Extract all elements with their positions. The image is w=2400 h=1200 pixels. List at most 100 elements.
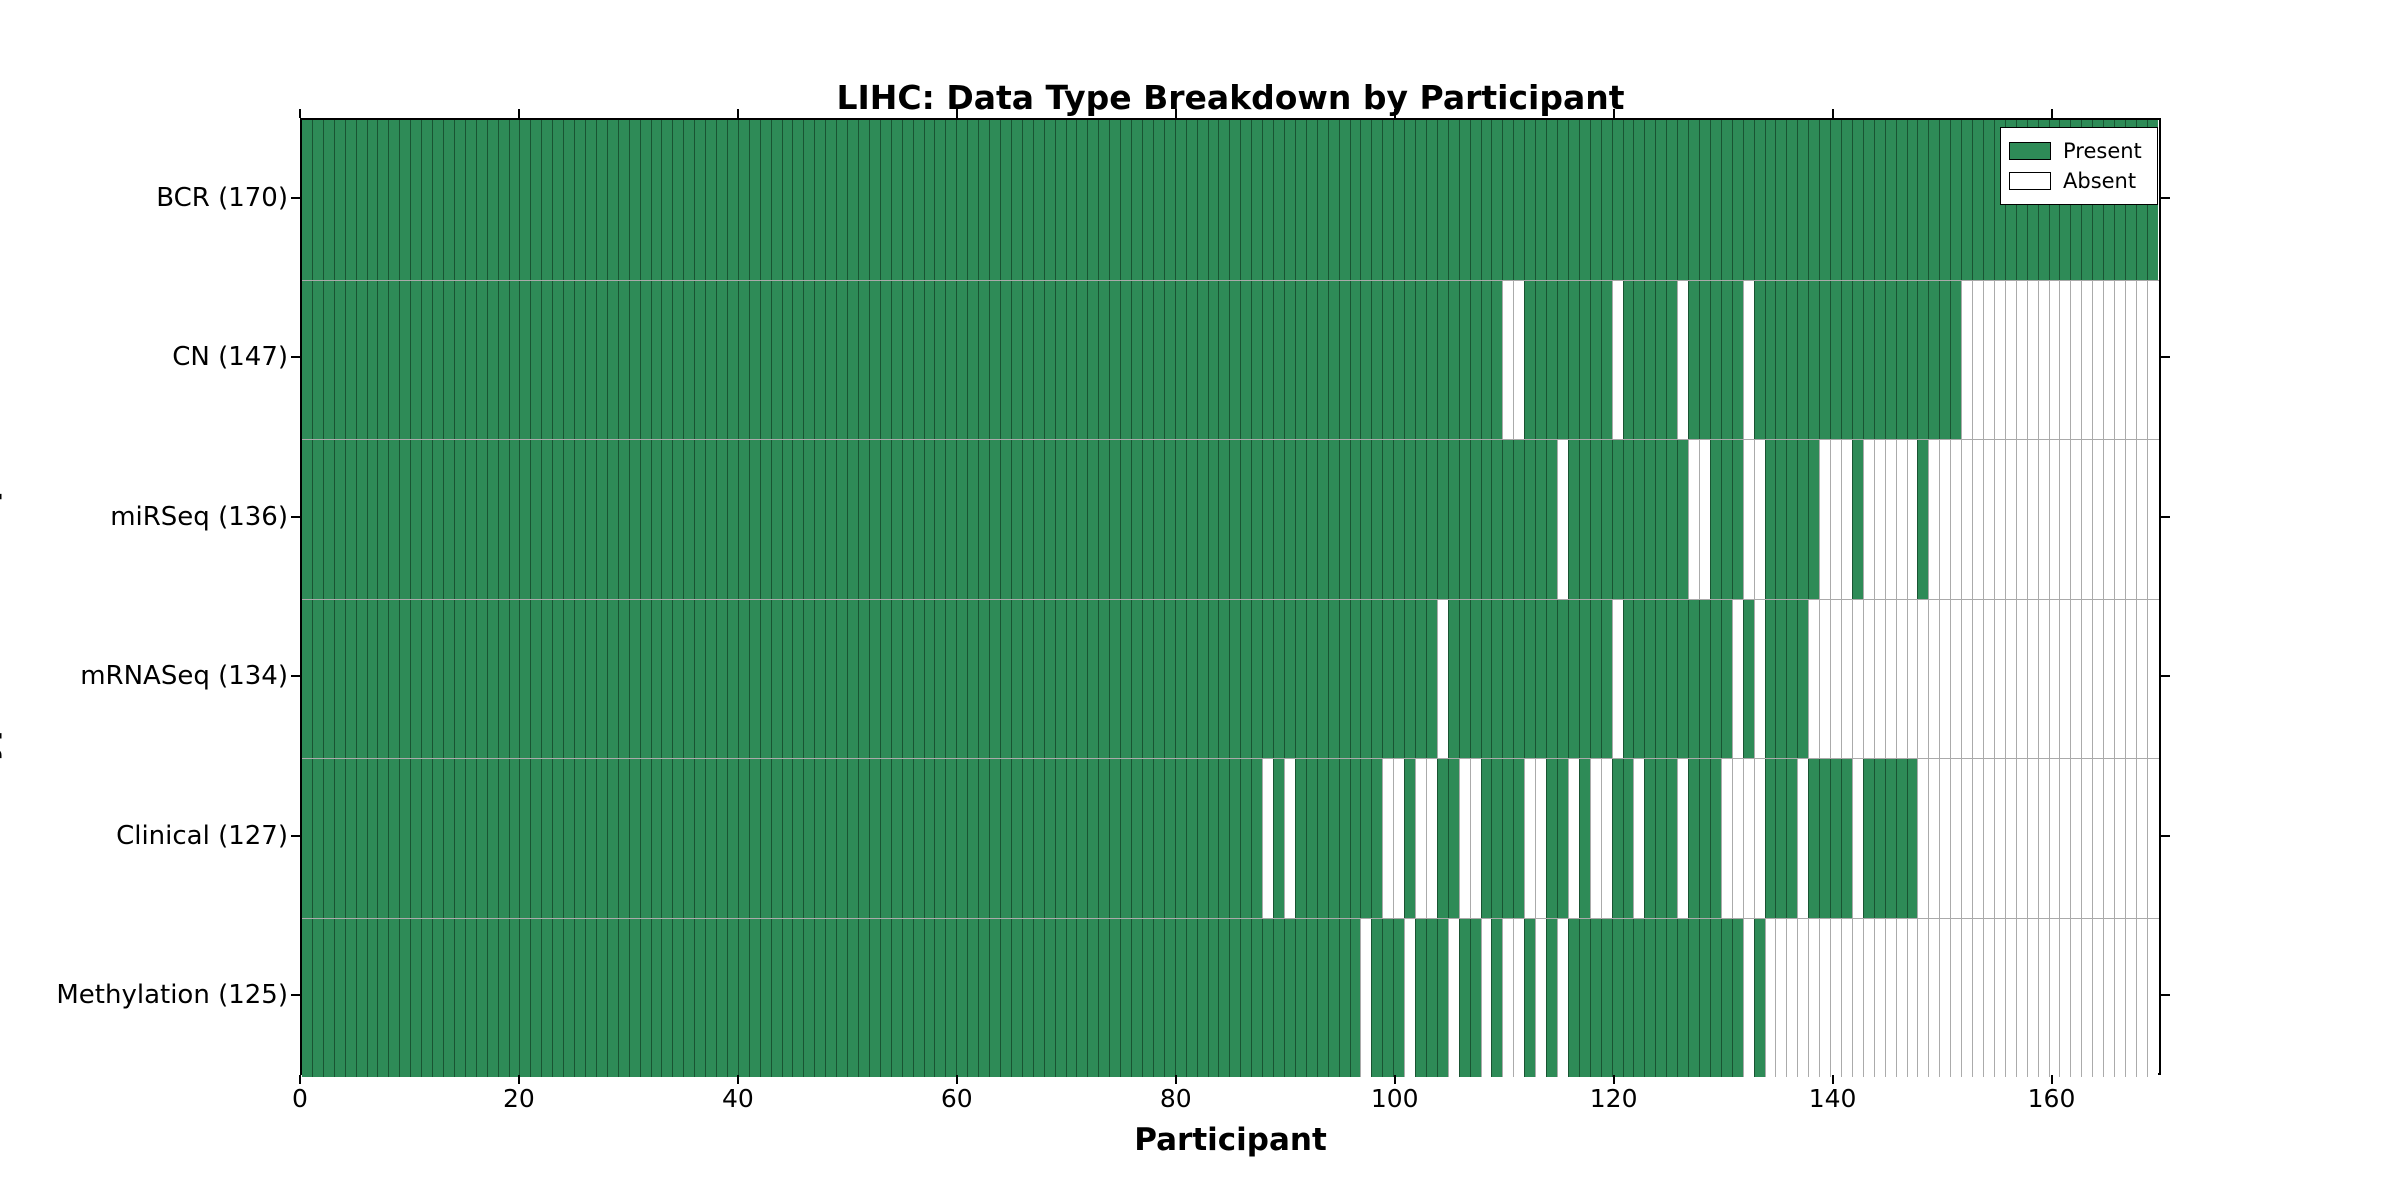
matrix-cell (2092, 440, 2104, 599)
matrix-cell (1961, 440, 1973, 599)
matrix-cell (1415, 599, 1426, 758)
matrix-cell (1436, 120, 1448, 280)
matrix-cell (781, 120, 793, 280)
matrix-cell (628, 440, 640, 599)
x-tick-mark (1174, 1075, 1177, 1084)
matrix-cell (1294, 759, 1306, 918)
matrix-cell (1283, 280, 1295, 439)
matrix-cell (1535, 280, 1547, 439)
matrix-cell (1436, 440, 1448, 599)
matrix-cell (432, 440, 443, 599)
matrix-cell (1447, 280, 1459, 439)
matrix-cell (1884, 120, 1896, 280)
matrix-cell (355, 440, 367, 599)
matrix-cell (1152, 280, 1164, 439)
matrix-cell (890, 918, 902, 1077)
matrix-cell (1731, 280, 1743, 439)
matrix-cell (2146, 440, 2158, 599)
matrix-cell (1076, 120, 1088, 280)
matrix-cell (1436, 280, 1448, 439)
matrix-cell (1753, 280, 1765, 439)
matrix-cell (1360, 918, 1372, 1077)
matrix-cell (1458, 280, 1470, 439)
matrix-cell (1655, 599, 1667, 758)
matrix-cell (1010, 918, 1022, 1077)
matrix-cell (1688, 599, 1699, 758)
x-tick-label: 40 (721, 1084, 754, 1113)
matrix-cell (574, 120, 585, 280)
matrix-cell (1939, 120, 1951, 280)
matrix-cell (1862, 280, 1874, 439)
matrix-cell (1753, 599, 1765, 758)
matrix-cell (825, 120, 837, 280)
matrix-cell (1677, 280, 1689, 439)
matrix-cell (1207, 120, 1219, 280)
present-swatch-icon (2009, 142, 2051, 160)
matrix-cell (1611, 440, 1623, 599)
y-tick-mark (2161, 515, 2170, 518)
matrix-cell (836, 120, 848, 280)
matrix-cell (1010, 599, 1022, 758)
matrix-cell (639, 280, 651, 439)
matrix-cell (530, 759, 542, 918)
matrix-cell (1425, 120, 1437, 280)
x-tick-mark (1612, 1075, 1615, 1084)
matrix-cell (1349, 120, 1361, 280)
matrix-cell (1557, 759, 1568, 918)
matrix-cell (2004, 440, 2016, 599)
matrix-cell (1851, 280, 1863, 439)
matrix-cell (759, 280, 771, 439)
matrix-cell (923, 120, 935, 280)
matrix-cell (1611, 280, 1623, 439)
matrix-cell (2135, 599, 2147, 758)
matrix-cell (595, 599, 607, 758)
matrix-cell (1589, 918, 1601, 1077)
matrix-cell (1469, 120, 1481, 280)
matrix-cell (1349, 759, 1361, 918)
matrix-cell (1185, 120, 1197, 280)
matrix-cell (497, 918, 509, 1077)
row-label-mRNASeq: mRNASeq (134) (80, 661, 288, 692)
matrix-cell (945, 599, 957, 758)
matrix-cell (1775, 918, 1787, 1077)
matrix-cell (1469, 440, 1481, 599)
matrix-cell (1294, 599, 1306, 758)
matrix-cell (1764, 120, 1776, 280)
matrix-cell (1644, 280, 1656, 439)
matrix-cell (486, 759, 498, 918)
matrix-cell (901, 120, 913, 280)
matrix-cell (1480, 759, 1492, 918)
matrix-cell (1611, 759, 1623, 918)
matrix-cell (781, 280, 793, 439)
matrix-cell (1600, 599, 1612, 758)
matrix-cell (868, 759, 880, 918)
matrix-cell (1884, 759, 1896, 918)
matrix-cell (858, 759, 869, 918)
matrix-cell (989, 280, 1000, 439)
matrix-cell (683, 918, 695, 1077)
matrix-cell (1709, 280, 1721, 439)
matrix-cell (1808, 120, 1820, 280)
matrix-cell (442, 440, 454, 599)
matrix-cell (1895, 759, 1907, 918)
matrix-cell (1262, 120, 1274, 280)
matrix-cell (2081, 918, 2093, 1077)
matrix-cell (868, 918, 880, 1077)
matrix-cell (1371, 120, 1383, 280)
x-tick-mark (1393, 1075, 1396, 1084)
matrix-cell (814, 280, 826, 439)
x-tick-mark (299, 109, 301, 118)
matrix-cell (530, 599, 542, 758)
matrix-cell (1895, 918, 1907, 1077)
matrix-cell (1600, 440, 1612, 599)
matrix-cell (1862, 759, 1874, 918)
matrix-cell (1163, 280, 1175, 439)
matrix-cell (1808, 918, 1820, 1077)
matrix-cell (1349, 918, 1361, 1077)
matrix-cell (1502, 599, 1514, 758)
matrix-cell (410, 280, 422, 439)
matrix-cell (1196, 120, 1208, 280)
matrix-cell (1054, 120, 1066, 280)
matrix-cell (574, 759, 585, 918)
matrix-cell (1851, 759, 1863, 918)
